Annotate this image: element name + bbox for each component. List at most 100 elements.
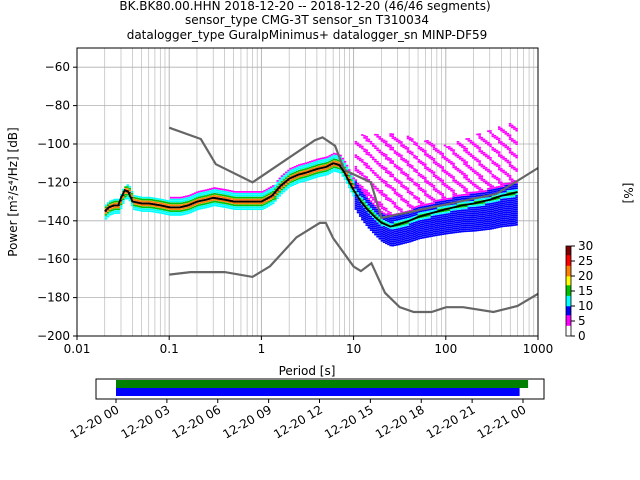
histogram-cell bbox=[332, 166, 336, 168]
histogram-cell bbox=[450, 222, 453, 225]
histogram-cell bbox=[324, 164, 327, 167]
histogram-cell bbox=[295, 178, 299, 181]
colorbar-segment bbox=[566, 261, 571, 263]
histogram-cell bbox=[406, 237, 410, 240]
histogram-cell bbox=[363, 213, 366, 216]
histogram-cell bbox=[506, 134, 510, 137]
histogram-cell bbox=[415, 232, 418, 235]
histogram-cell bbox=[504, 217, 507, 220]
histogram-cell bbox=[432, 144, 436, 147]
histogram-cell bbox=[276, 197, 279, 200]
histogram-cell bbox=[402, 236, 405, 239]
histogram-cell bbox=[187, 195, 190, 197]
histogram-cell bbox=[421, 188, 425, 191]
histogram-cell bbox=[495, 199, 499, 202]
histogram-cell bbox=[365, 203, 368, 205]
histogram-cell bbox=[504, 196, 507, 199]
histogram-cell bbox=[106, 215, 110, 218]
histogram-cell bbox=[448, 228, 451, 231]
histogram-cell bbox=[437, 224, 440, 227]
histogram-cell bbox=[395, 178, 399, 181]
histogram-cell bbox=[408, 213, 412, 216]
histogram-cell bbox=[261, 202, 264, 205]
histogram-cell bbox=[241, 192, 245, 195]
histogram-cell bbox=[402, 217, 405, 220]
histogram-cell bbox=[493, 134, 497, 137]
histogram-cell bbox=[143, 196, 147, 199]
histogram-cell bbox=[254, 196, 258, 199]
histogram-cell bbox=[393, 152, 397, 154]
histogram-cell bbox=[408, 137, 412, 139]
histogram-cell bbox=[176, 196, 179, 199]
histogram-cell bbox=[254, 198, 258, 201]
histogram-cell bbox=[193, 203, 197, 206]
histogram-cell bbox=[263, 201, 266, 204]
histogram-cell bbox=[211, 195, 214, 198]
histogram-cell bbox=[226, 201, 229, 203]
histogram-cell bbox=[389, 133, 392, 135]
histogram-cell bbox=[385, 169, 388, 172]
histogram-cell bbox=[356, 202, 360, 204]
histogram-cell bbox=[387, 145, 390, 148]
histogram-cell bbox=[445, 232, 449, 235]
histogram-cell bbox=[500, 185, 503, 188]
histogram-cell bbox=[398, 230, 401, 232]
histogram-cell bbox=[402, 144, 405, 147]
histogram-cell bbox=[371, 170, 375, 172]
histogram-cell bbox=[404, 159, 408, 161]
histogram-cell bbox=[450, 220, 453, 223]
histogram-cell bbox=[382, 233, 386, 236]
histogram-cell bbox=[315, 172, 318, 175]
histogram-cell bbox=[111, 211, 114, 213]
histogram-cell bbox=[424, 203, 427, 206]
histogram-cell bbox=[356, 144, 360, 147]
histogram-cell bbox=[417, 172, 421, 175]
histogram-cell bbox=[497, 226, 501, 228]
histogram-cell bbox=[308, 162, 312, 165]
histogram-cell bbox=[417, 218, 421, 221]
histogram-cell bbox=[450, 187, 453, 190]
histogram-cell bbox=[217, 201, 221, 204]
histogram-cell bbox=[363, 219, 366, 222]
histogram-cell bbox=[237, 204, 240, 207]
histogram-cell bbox=[406, 224, 410, 226]
histogram-cell bbox=[335, 155, 338, 157]
histogram-cell bbox=[250, 196, 253, 199]
histogram-cell bbox=[502, 221, 505, 224]
histogram-cell bbox=[200, 207, 203, 210]
histogram-cell bbox=[469, 222, 473, 225]
histogram-cell bbox=[430, 233, 434, 235]
histogram-cell bbox=[224, 196, 227, 199]
histogram-cell bbox=[174, 204, 177, 207]
histogram-cell bbox=[382, 218, 386, 220]
histogram-cell bbox=[259, 196, 262, 199]
histogram-cell bbox=[461, 184, 464, 187]
histogram-cell bbox=[489, 187, 492, 190]
histogram-cell bbox=[406, 241, 410, 243]
histogram-cell bbox=[421, 236, 425, 239]
histogram-cell bbox=[400, 194, 403, 197]
histogram-cell bbox=[441, 194, 444, 197]
histogram-cell bbox=[272, 202, 275, 205]
histogram-cell bbox=[185, 197, 188, 200]
histogram-cell bbox=[165, 199, 169, 202]
histogram-cell bbox=[348, 174, 351, 177]
histogram-cell bbox=[354, 196, 358, 199]
histogram-cell bbox=[489, 228, 492, 230]
histogram-cell bbox=[369, 200, 373, 203]
histogram-cell bbox=[506, 207, 510, 210]
histogram-cell bbox=[445, 217, 449, 219]
histogram-cell bbox=[491, 148, 494, 151]
histogram-cell bbox=[469, 214, 473, 217]
histogram-cell bbox=[371, 208, 375, 211]
histogram-cell bbox=[130, 202, 134, 205]
curve-layer bbox=[104, 126, 539, 314]
histogram-cell bbox=[495, 205, 499, 208]
histogram-cell bbox=[421, 215, 425, 218]
histogram-cell bbox=[295, 165, 299, 167]
histogram-cell bbox=[365, 205, 368, 207]
histogram-cell bbox=[421, 209, 425, 212]
histogram-cell bbox=[487, 214, 490, 217]
histogram-cell bbox=[196, 197, 199, 199]
histogram-cell bbox=[385, 144, 388, 147]
